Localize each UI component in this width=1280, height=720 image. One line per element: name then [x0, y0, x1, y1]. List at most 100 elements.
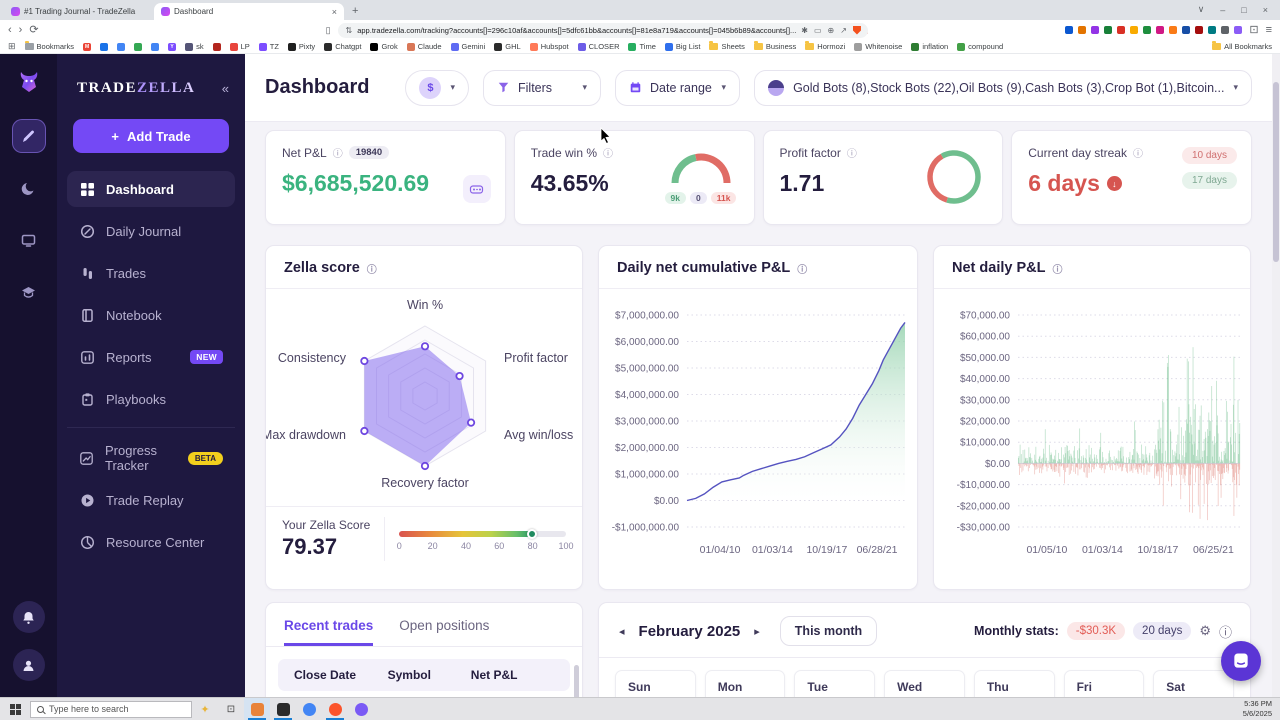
task-view-icon[interactable]: ⊡ [226, 703, 236, 715]
sidebar-item-notebook[interactable]: Notebook [67, 297, 235, 333]
maximize-button[interactable]: □ [1241, 4, 1247, 15]
prev-month-icon[interactable]: ◂ [619, 625, 625, 638]
reading-mode-icon[interactable]: ▭ [813, 25, 822, 35]
zoom-icon[interactable]: ⊕ [827, 25, 835, 35]
taskbar-app-icon[interactable] [270, 698, 296, 720]
start-button[interactable] [0, 698, 30, 720]
sidebar-item-daily-journal[interactable]: Daily Journal [67, 213, 235, 249]
page-scrollbar-thumb[interactable] [1273, 82, 1279, 262]
sidebar-item-reports[interactable]: Reports NEW [67, 339, 235, 375]
bookmark-item[interactable]: LP [229, 42, 250, 51]
rail-add-trade-icon[interactable] [11, 119, 46, 153]
bookmark-item[interactable]: inflation [911, 42, 948, 51]
info-icon[interactable]: ⓘ [1218, 624, 1232, 640]
bookmark-item[interactable]: Grok [370, 42, 398, 51]
extension-icon[interactable] [1221, 26, 1230, 34]
bookmark-item[interactable] [117, 42, 126, 51]
this-month-button[interactable]: This month [779, 616, 878, 646]
password-icon[interactable]: ✱ [801, 25, 808, 35]
bookmark-item[interactable]: sk [185, 42, 204, 51]
notifications-bell-icon[interactable] [12, 601, 45, 633]
sidebar-item-dashboard[interactable]: Dashboard [67, 171, 235, 207]
filters-button[interactable]: Filters ▾ [483, 69, 601, 106]
extension-icon[interactable] [1078, 26, 1087, 34]
tab-open-positions[interactable]: Open positions [399, 618, 490, 633]
profile-avatar-icon[interactable] [12, 649, 45, 681]
bookmark-item[interactable]: TZ [258, 42, 279, 51]
extension-icon[interactable] [1208, 26, 1217, 34]
intercom-chat-button[interactable] [1221, 641, 1261, 681]
accounts-selector[interactable]: Gold Bots (8),Stock Bots (22),Oil Bots (… [754, 69, 1252, 106]
tab-close-icon[interactable]: × [331, 6, 337, 17]
info-icon[interactable]: ⓘ [846, 149, 857, 160]
collapse-sidebar-icon[interactable]: « [221, 81, 229, 96]
taskbar-app-icon[interactable] [296, 698, 322, 720]
extension-icon[interactable] [1169, 26, 1178, 34]
adblock-shield-icon[interactable] [852, 25, 861, 35]
reload-icon[interactable]: ⟳ [29, 23, 39, 36]
extension-icon[interactable] [1117, 26, 1126, 34]
taskbar-app-icon[interactable] [244, 698, 270, 720]
extension-icon[interactable] [1182, 26, 1191, 34]
pnl-display-toggle-icon[interactable] [462, 175, 491, 203]
sidebar-item-trades[interactable]: Trades [67, 255, 235, 291]
rail-monitor-icon[interactable] [12, 223, 46, 257]
taskbar-search-input[interactable]: Type here to search [30, 700, 192, 718]
bookmark-item[interactable]: Bookmarks [24, 41, 74, 51]
minimize-button[interactable]: – [1220, 4, 1226, 15]
bookmark-item[interactable]: Big List [664, 42, 700, 51]
extension-icon[interactable] [1143, 26, 1152, 34]
sidebar-item-trade-replay[interactable]: Trade Replay [67, 482, 235, 518]
bookmark-item[interactable]: Y [168, 42, 177, 51]
taskbar-app-icon[interactable] [322, 698, 348, 720]
bookmark-item[interactable]: Time [628, 42, 656, 51]
extension-icon[interactable] [1065, 26, 1074, 34]
apps-grid-icon[interactable]: ⊞ [8, 41, 16, 51]
bookmark-item[interactable] [134, 42, 143, 51]
extension-icon[interactable] [1156, 26, 1165, 34]
date-range-button[interactable]: Date range ▾ [615, 69, 741, 106]
bookmark-panel-icon[interactable]: ▯ [325, 24, 331, 35]
tab-recent-trades[interactable]: Recent trades [284, 618, 374, 646]
taskbar-clock[interactable]: 5:36 PM 5/6/2025 [1243, 699, 1280, 719]
menu-icon[interactable]: ≡ [1265, 23, 1272, 36]
profile-chevron-icon[interactable]: ∨ [1197, 4, 1205, 14]
new-tab-button[interactable]: + [352, 5, 359, 17]
bookmark-item[interactable]: Claude [406, 42, 442, 51]
extension-triangle-icon[interactable] [866, 26, 868, 34]
currency-selector[interactable]: $ ▾ [405, 69, 469, 106]
bookmark-item[interactable]: M [83, 42, 92, 51]
bookmark-item[interactable]: CLOSER [577, 42, 619, 51]
bookmark-item[interactable] [100, 42, 109, 51]
add-trade-button[interactable]: + Add Trade [73, 119, 229, 153]
info-icon[interactable]: ⓘ [1052, 264, 1063, 276]
bookmark-item[interactable]: Hormozi [805, 41, 845, 51]
zella-bull-logo[interactable] [15, 68, 43, 101]
forward-icon[interactable]: › [18, 23, 23, 36]
site-settings-icon[interactable]: ⇅ [345, 25, 353, 35]
info-icon[interactable]: ⓘ [797, 264, 808, 276]
info-icon[interactable]: ⓘ [603, 149, 613, 160]
sidepanel-icon[interactable]: ⊡ [1249, 23, 1259, 36]
close-button[interactable]: × [1262, 4, 1268, 15]
bookmark-item[interactable]: Business [753, 41, 796, 51]
all-bookmarks-button[interactable]: All Bookmarks [1212, 41, 1272, 51]
bookmark-item[interactable]: Hubspot [529, 42, 569, 51]
bookmark-item[interactable]: Gemini [450, 42, 485, 51]
bookmark-item[interactable]: compound [957, 42, 1003, 51]
gear-icon[interactable]: ⚙ [1199, 623, 1211, 638]
share-icon[interactable]: ↗ [840, 25, 847, 35]
info-icon[interactable]: ⓘ [1132, 149, 1143, 160]
extension-icon[interactable] [1104, 26, 1113, 34]
browser-tab-inactive[interactable]: #1 Trading Journal - TradeZella [4, 3, 154, 20]
bookmark-item[interactable]: Chatgpt [324, 42, 361, 51]
address-bar[interactable]: ⇅ app.tradezella.com/tracking?accounts[]… [337, 22, 868, 38]
extension-icon[interactable] [1195, 26, 1204, 34]
extension-icon[interactable] [1234, 26, 1243, 34]
browser-tab-active[interactable]: Dashboard × [154, 3, 344, 20]
bookmark-item[interactable]: GHL [494, 42, 521, 51]
bookmark-item[interactable] [212, 42, 221, 51]
back-icon[interactable]: ‹ [8, 23, 12, 36]
bookmark-item[interactable]: Whitenoise [854, 42, 902, 51]
sidebar-item-playbooks[interactable]: Playbooks [67, 381, 235, 417]
